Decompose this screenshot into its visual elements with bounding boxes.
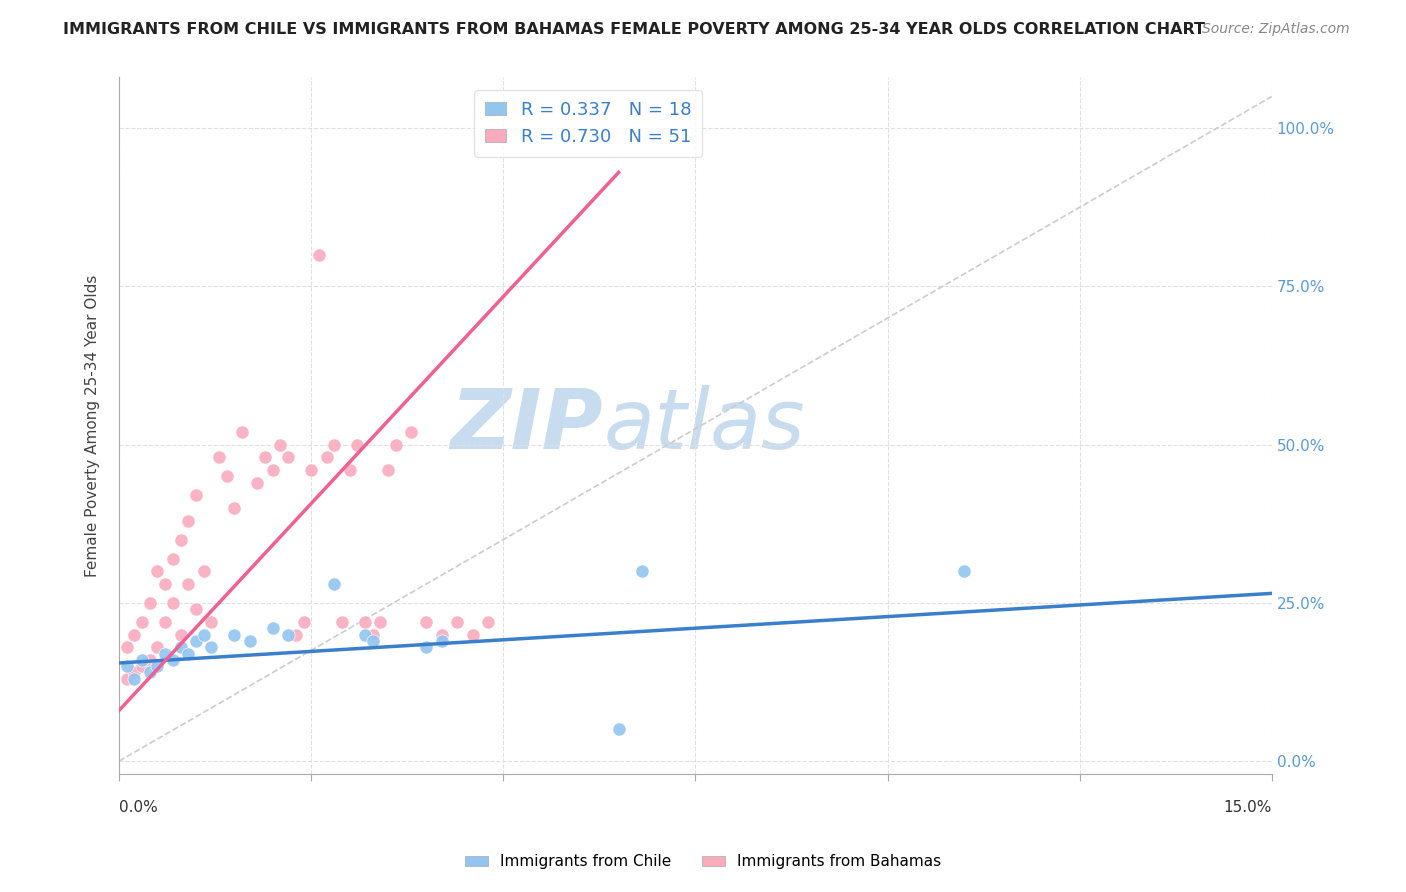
Point [231,425,253,439]
Point [131,615,153,629]
Point [115,659,138,673]
Point [277,450,299,465]
Point [239,633,262,648]
Point [254,450,277,465]
Point [262,621,284,635]
Point [477,615,499,629]
Point [354,627,377,641]
Point [139,665,162,680]
Point [384,437,406,451]
Point [115,672,138,686]
Point [630,564,652,578]
Point [330,615,353,629]
Text: IMMIGRANTS FROM CHILE VS IMMIGRANTS FROM BAHAMAS FEMALE POVERTY AMONG 25-34 YEAR: IMMIGRANTS FROM CHILE VS IMMIGRANTS FROM… [63,22,1205,37]
Text: 0.0%: 0.0% [120,800,157,815]
Point [146,640,169,655]
Point [415,615,437,629]
Point [430,633,453,648]
Point [399,425,422,439]
Point [184,633,207,648]
Point [146,564,169,578]
Point [124,627,146,641]
Point [323,577,346,591]
Point [299,463,322,477]
Point [139,653,162,667]
Point [131,653,153,667]
Point [115,640,138,655]
Point [284,627,307,641]
Point [308,248,330,262]
Point [224,500,246,515]
Point [177,577,200,591]
Point [953,564,976,578]
Point [139,596,162,610]
Point [169,640,191,655]
Point [461,627,484,641]
Point [277,627,299,641]
Point [446,615,468,629]
Legend: R = 0.337   N = 18, R = 0.730   N = 51: R = 0.337 N = 18, R = 0.730 N = 51 [474,90,702,157]
Point [177,647,200,661]
Point [153,615,176,629]
Point [315,450,337,465]
Point [184,488,207,502]
Point [193,564,215,578]
Text: atlas: atlas [603,385,804,467]
Point [262,463,284,477]
Point [224,627,246,641]
Point [430,627,453,641]
Point [200,615,222,629]
Point [292,615,315,629]
Point [607,723,630,737]
Point [162,653,184,667]
Point [153,577,176,591]
Legend: Immigrants from Chile, Immigrants from Bahamas: Immigrants from Chile, Immigrants from B… [458,848,948,875]
Point [146,659,169,673]
Point [162,551,184,566]
Point [323,437,346,451]
Point [215,469,238,483]
Point [169,533,191,547]
Point [269,437,291,451]
Point [246,475,269,490]
Point [131,659,153,673]
Point [377,463,399,477]
Point [361,627,384,641]
Point [361,633,384,648]
Point [169,627,191,641]
Point [184,602,207,616]
Point [354,615,377,629]
Point [339,463,361,477]
Point [124,672,146,686]
Point [200,640,222,655]
Y-axis label: Female Poverty Among 25-34 Year Olds: Female Poverty Among 25-34 Year Olds [86,275,100,577]
Point [415,640,437,655]
Point [193,627,215,641]
Point [153,647,176,661]
Text: ZIP: ZIP [450,385,603,467]
Point [177,514,200,528]
Point [162,596,184,610]
Text: 15.0%: 15.0% [1223,800,1272,815]
Text: Source: ZipAtlas.com: Source: ZipAtlas.com [1202,22,1350,37]
Point [346,437,368,451]
Point [208,450,231,465]
Point [370,615,392,629]
Point [124,665,146,680]
